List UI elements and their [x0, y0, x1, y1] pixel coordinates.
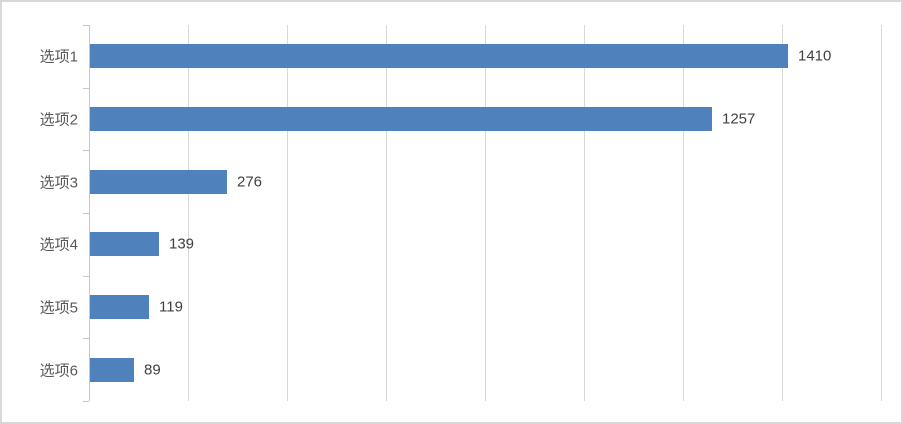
bar-选项6 [90, 358, 134, 382]
gridline [188, 25, 189, 401]
category-label: 选项2 [39, 111, 78, 129]
bar-value-label: 89 [144, 361, 161, 379]
category-axis-line [89, 25, 90, 401]
gridline [386, 25, 387, 401]
axis-tick-mark [83, 276, 89, 277]
bar-value-label: 139 [169, 235, 195, 253]
category-label: 选项5 [39, 299, 78, 317]
category-label: 选项4 [39, 236, 78, 254]
axis-tick-mark [83, 213, 89, 214]
axis-tick-mark [83, 25, 89, 26]
axis-tick-mark [83, 338, 89, 339]
axis-tick-mark [83, 150, 89, 151]
axis-tick-mark [83, 401, 89, 402]
bar-选项2 [90, 107, 712, 131]
axis-tick-mark [83, 88, 89, 89]
category-label: 选项6 [39, 362, 78, 380]
bar-value-label: 1410 [798, 47, 832, 65]
gridline [881, 25, 882, 401]
gridline [287, 25, 288, 401]
category-label: 选项3 [39, 174, 78, 192]
gridline [683, 25, 684, 401]
bar-value-label: 1257 [722, 110, 756, 128]
bar-选项3 [90, 170, 227, 194]
bar-选项5 [90, 295, 149, 319]
gridline [485, 25, 486, 401]
category-label: 选项1 [39, 48, 78, 66]
bar-value-label: 276 [237, 173, 263, 191]
bar-选项4 [90, 232, 159, 256]
bar-value-label: 119 [159, 298, 183, 316]
gridline [584, 25, 585, 401]
bar-选项1 [90, 44, 788, 68]
gridline [782, 25, 783, 401]
